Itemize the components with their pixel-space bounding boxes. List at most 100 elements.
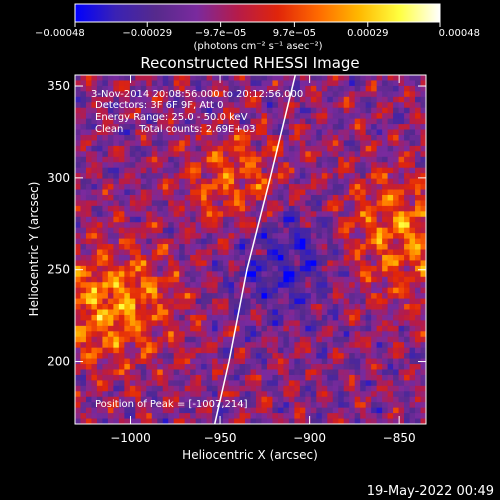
heatmap-cell [305,364,312,371]
heatmap-cell [250,102,257,109]
heatmap-cell [107,331,114,338]
heatmap-cell [387,167,394,174]
heatmap-cell [118,265,125,272]
heatmap-cell [382,282,389,289]
heatmap-cell [294,309,301,316]
heatmap-cell [91,227,98,234]
heatmap-cell [288,309,295,316]
heatmap-cell [75,113,82,120]
heatmap-cell [75,91,82,98]
heatmap-cell [349,314,356,321]
heatmap-cell [376,211,383,218]
heatmap-cell [277,314,285,321]
heatmap-cell [277,396,285,403]
heatmap-cell [332,124,339,131]
heatmap-cell [360,309,367,316]
heatmap-cell [129,173,136,180]
heatmap-cell [85,129,93,136]
heatmap-cell [371,205,378,212]
heatmap-cell [91,265,98,272]
heatmap-cell [184,118,191,125]
heatmap-cell [266,276,274,283]
heatmap-cell [184,418,191,424]
heatmap-cell [255,85,263,92]
heatmap-cell [365,402,372,409]
heatmap-cell [272,358,279,365]
heatmap-cell [272,380,279,387]
heatmap-cell [409,304,416,311]
heatmap-cell [195,102,202,109]
heatmap-cell [234,385,241,392]
heatmap-cell [409,309,416,316]
heatmap-cell [162,124,169,131]
heatmap-cell [294,156,301,163]
heatmap-cell [228,194,235,202]
heatmap-cell [360,342,367,349]
heatmap-cell [245,293,252,300]
heatmap-cell [173,75,180,82]
heatmap-cell [206,391,213,398]
heatmap-cell [129,325,136,332]
heatmap-cell [310,96,317,103]
heatmap-cell [360,178,367,185]
heatmap-cell [277,211,285,218]
heatmap-cell [168,358,175,365]
heatmap-cell [96,254,104,262]
heatmap-cell [250,364,257,371]
heatmap-cell [173,222,180,229]
heatmap-cell [135,96,142,103]
heatmap-cell [140,385,147,392]
heatmap-cell [223,293,230,300]
heatmap-cell [382,320,389,327]
heatmap-cell [107,380,114,387]
heatmap-cell [96,233,104,240]
heatmap-cell [327,276,334,283]
heatmap-cell [151,374,158,381]
heatmap-cell [140,205,147,212]
heatmap-cell [201,391,208,398]
heatmap-cell [102,265,109,272]
heatmap-cell [206,358,213,365]
heatmap-cell [206,211,213,218]
heatmap-cell [354,129,361,136]
heatmap-cell [272,374,279,381]
heatmap-cell [327,320,334,327]
heatmap-cell [398,265,405,272]
heatmap-cell [376,96,383,103]
heatmap-cell [316,260,323,267]
heatmap-cell [393,113,400,120]
heatmap-cell [349,91,356,98]
heatmap-cell [420,374,426,381]
heatmap-cell [96,178,104,185]
heatmap-cell [409,342,416,349]
heatmap-cell [245,254,252,262]
heatmap-cell [212,304,219,311]
heatmap-cell [283,391,290,398]
heatmap-cell [332,200,339,207]
heatmap-cell [277,244,285,251]
heatmap-cell [272,342,279,349]
heatmap-cell [332,189,339,196]
heatmap-cell [146,129,153,136]
heatmap-cell [420,91,426,98]
heatmap-cell [404,369,411,376]
heatmap-cell [206,75,213,82]
heatmap-cell [316,314,323,321]
heatmap-cell [299,331,306,338]
heatmap-cell [113,385,120,392]
heatmap-cell [365,396,372,403]
heatmap-cell [184,75,191,82]
heatmap-cell [96,260,104,267]
heatmap-cell [354,309,361,316]
heatmap-cell [206,402,213,409]
heatmap-cell [206,145,213,152]
heatmap-cell [140,134,147,142]
heatmap-cell [168,260,175,267]
heatmap-cell [206,96,213,103]
heatmap-cell [80,418,87,424]
heatmap-cell [398,391,405,398]
heatmap-cell [387,238,394,245]
heatmap-cell [283,325,290,332]
heatmap-cell [195,124,202,131]
heatmap-cell [102,298,109,305]
